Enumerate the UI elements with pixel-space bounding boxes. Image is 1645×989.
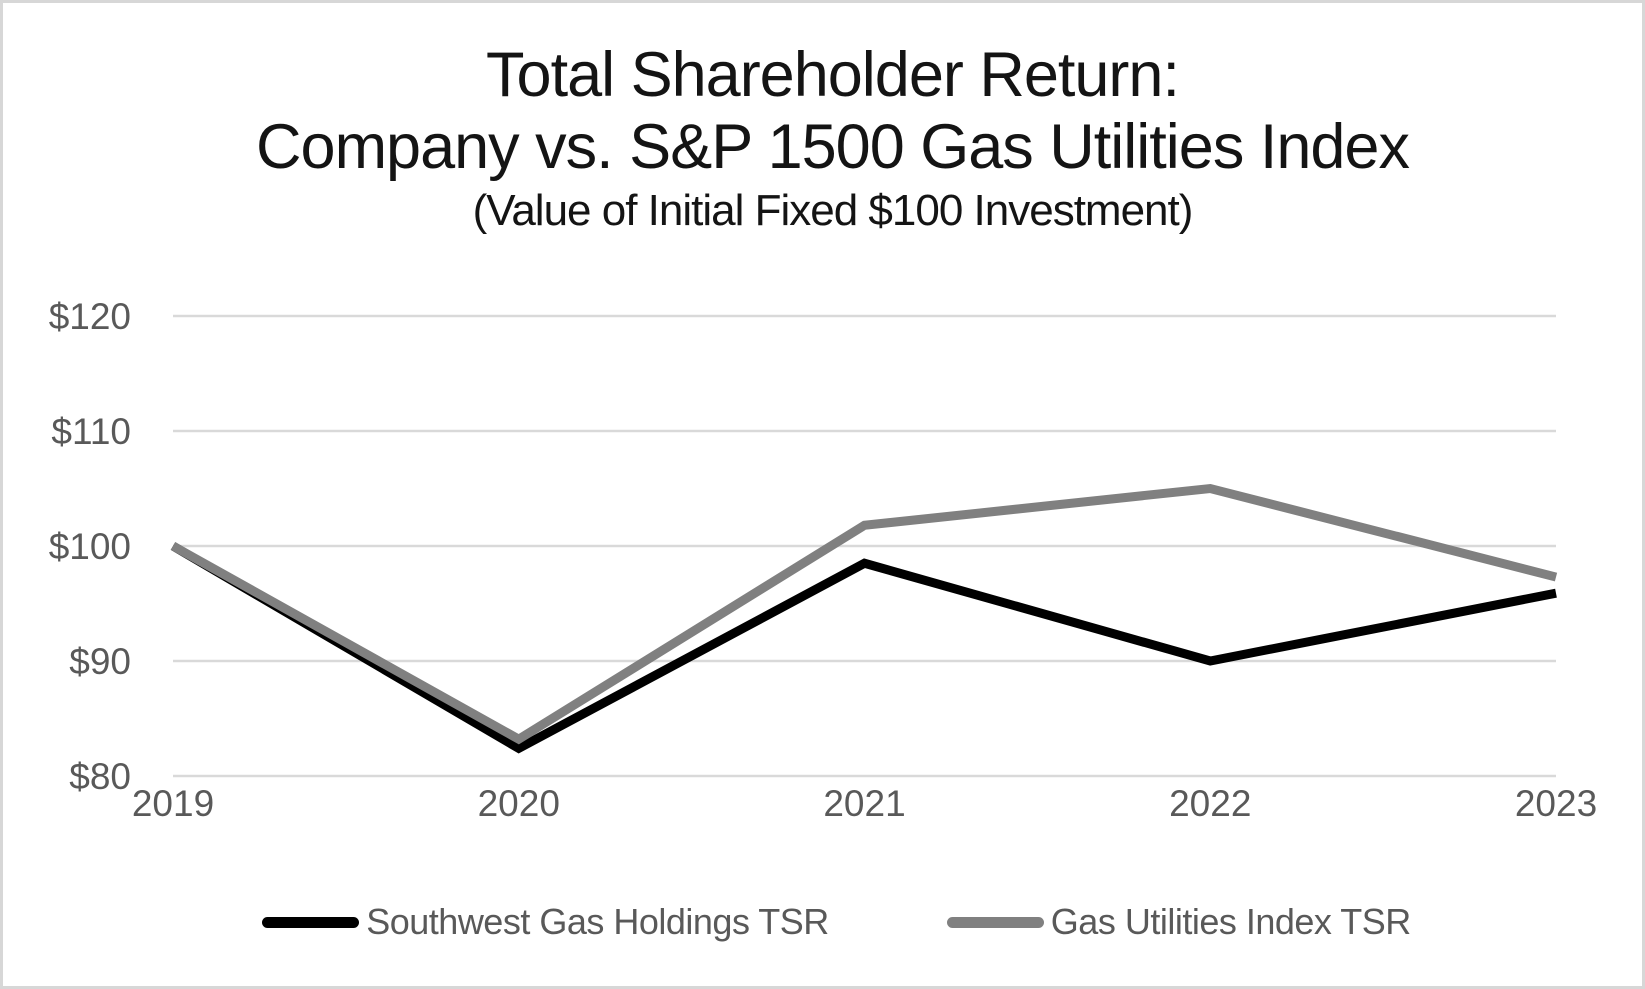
x-axis-tick-label: 2020 xyxy=(478,783,560,824)
legend-swatch-black-line-icon xyxy=(262,916,360,928)
chart-title-line-2: Company vs. S&P 1500 Gas Utilities Index xyxy=(256,112,1410,182)
chart-title-line-1: Total Shareholder Return: xyxy=(486,40,1180,110)
legend-swatch-gray-line-icon xyxy=(946,916,1044,928)
legend-item-southwest-gas: Southwest Gas Holdings TSR xyxy=(262,901,829,943)
y-axis-tick-label: $110 xyxy=(51,411,131,452)
x-axis-tick-label: 2021 xyxy=(823,783,905,824)
legend-label-gas-utilities-index: Gas Utilities Index TSR xyxy=(1050,901,1411,942)
y-axis-tick-label: $100 xyxy=(49,526,131,567)
x-axis-tick-label: 2019 xyxy=(132,783,214,824)
line-chart-plot-area: $80 $90 $100 $110 $120 2019 2020 2021 2022 2023 xyxy=(49,296,1597,824)
y-axis-tick-label: $80 xyxy=(69,756,131,797)
x-axis-tick-label: 2023 xyxy=(1515,783,1597,824)
y-axis-tick-label: $120 xyxy=(49,296,131,337)
legend-item-gas-utilities-index: Gas Utilities Index TSR xyxy=(946,901,1411,943)
y-axis-tick-label: $90 xyxy=(69,641,131,682)
chart-legend: Southwest Gas Holdings TSR Gas Utilities… xyxy=(3,901,1642,943)
x-axis-tick-label: 2022 xyxy=(1169,783,1251,824)
legend-label-southwest-gas: Southwest Gas Holdings TSR xyxy=(366,901,829,942)
chart-subtitle: (Value of Initial Fixed $100 Investment) xyxy=(472,186,1194,235)
chart-title-block: Total Shareholder Return: Company vs. S&… xyxy=(33,39,1632,239)
series-line-gas-utilities-index-tsr xyxy=(170,483,1558,745)
series-line-southwest-gas-holdings-tsr xyxy=(170,542,1557,754)
